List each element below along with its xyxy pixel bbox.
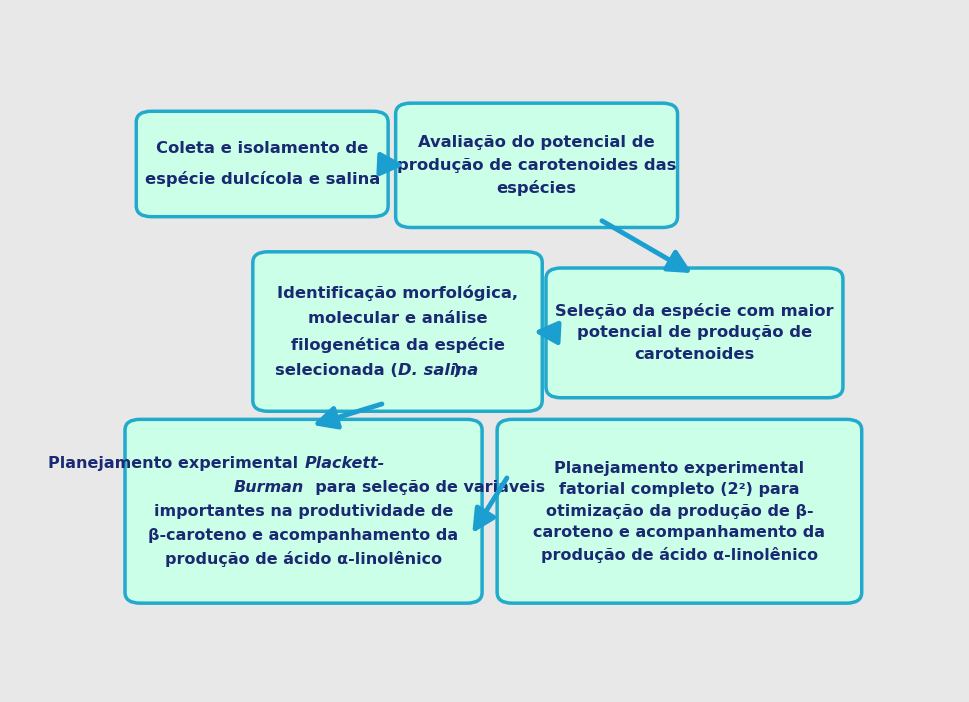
Text: Avaliação do potencial de: Avaliação do potencial de <box>418 135 654 150</box>
Text: filogenética da espécie: filogenética da espécie <box>291 336 504 352</box>
Text: espécies: espécies <box>496 180 576 196</box>
FancyBboxPatch shape <box>136 112 388 217</box>
Text: Seleção da espécie com maior: Seleção da espécie com maior <box>554 303 833 319</box>
Text: fatorial completo (2²) para: fatorial completo (2²) para <box>558 482 798 497</box>
Text: Coleta e isolamento de: Coleta e isolamento de <box>156 141 368 157</box>
Text: produção de carotenoides das: produção de carotenoides das <box>396 158 675 173</box>
FancyBboxPatch shape <box>125 419 482 603</box>
Text: produção de ácido α-linolênico: produção de ácido α-linolênico <box>541 547 817 562</box>
Text: Planejamento experimental: Planejamento experimental <box>554 461 803 475</box>
Text: espécie dulcícola e salina: espécie dulcícola e salina <box>144 171 380 187</box>
Text: potencial de produção de: potencial de produção de <box>577 326 811 340</box>
Text: caroteno e acompanhamento da: caroteno e acompanhamento da <box>533 525 825 541</box>
Text: produção de ácido α-linolênico: produção de ácido α-linolênico <box>165 551 442 567</box>
Text: para seleção de variáveis: para seleção de variáveis <box>304 479 545 496</box>
Text: Identificação morfológica,: Identificação morfológica, <box>277 284 517 300</box>
Text: Planejamento experimental: Planejamento experimental <box>47 456 303 471</box>
Text: Plackett-: Plackett- <box>304 456 384 471</box>
FancyBboxPatch shape <box>496 419 860 603</box>
Text: otimização da produção de β-: otimização da produção de β- <box>545 504 812 519</box>
FancyBboxPatch shape <box>546 268 842 398</box>
Text: carotenoides: carotenoides <box>634 347 754 362</box>
FancyBboxPatch shape <box>395 103 676 227</box>
Text: D. salina: D. salina <box>398 363 478 378</box>
Text: importantes na produtividade de: importantes na produtividade de <box>154 504 453 519</box>
Text: Burman: Burman <box>234 480 303 495</box>
Text: molecular e análise: molecular e análise <box>307 311 486 326</box>
Text: β-caroteno e acompanhamento da: β-caroteno e acompanhamento da <box>148 527 458 543</box>
FancyBboxPatch shape <box>253 252 542 411</box>
Text: selecionada (: selecionada ( <box>274 363 397 378</box>
Text: ): ) <box>453 363 460 378</box>
